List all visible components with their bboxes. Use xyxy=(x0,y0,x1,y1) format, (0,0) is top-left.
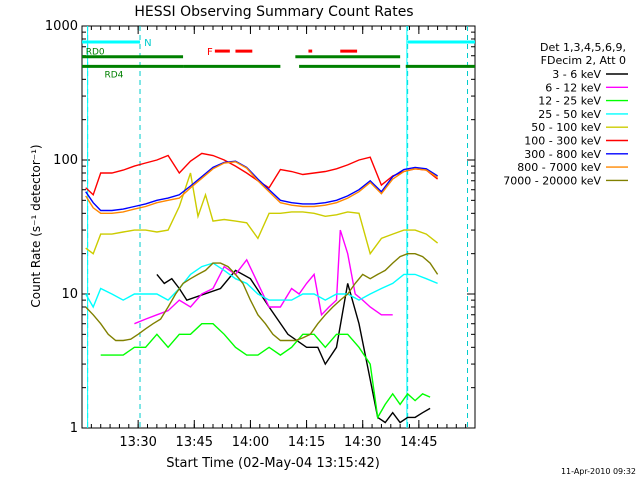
x-tick-label: 14:45 xyxy=(400,435,437,450)
legend-entry-label: 3 - 6 keV xyxy=(552,68,601,81)
y-tick-label: 100 xyxy=(53,153,78,168)
series-line xyxy=(100,323,431,420)
legend-entry-label: 800 - 7000 keV xyxy=(517,161,601,174)
series-line xyxy=(156,269,431,424)
y-tick-label: 1 xyxy=(70,421,78,436)
series-line xyxy=(134,229,393,325)
y-tick-label: 10 xyxy=(61,287,78,302)
plot-area: 1 10 100 1000 13:30 13:45 14:00 14:15 14:30 14:45… xyxy=(45,19,476,450)
legend: Det 1,3,4,5,6,9, FDecim 2, Att 0 3 - 6 k… xyxy=(503,41,628,187)
legend-entry-label: 50 - 100 keV xyxy=(531,121,601,134)
flare-marker-label: F xyxy=(207,47,213,58)
series-line xyxy=(85,172,439,256)
night-marker-label: N xyxy=(144,38,151,49)
series-line xyxy=(85,160,438,212)
legend-header-line-2: FDecim 2, Att 0 xyxy=(541,54,626,67)
legend-header-line-1: Det 1,3,4,5,6,9, xyxy=(540,41,626,54)
legend-entry-label: 100 - 300 keV xyxy=(524,135,601,148)
legend-entry-label: 7000 - 20000 keV xyxy=(503,174,601,187)
legend-entry-label: 6 - 12 keV xyxy=(545,81,601,94)
series-line xyxy=(85,262,438,309)
series-line xyxy=(85,161,438,215)
x-tick-label: 14:30 xyxy=(344,435,381,450)
plot-frame xyxy=(81,25,476,429)
x-tick-label: 14:00 xyxy=(232,435,269,450)
x-axis-label: Start Time (02-May-04 13:15:42) xyxy=(166,456,380,471)
legend-entry-label: 25 - 50 keV xyxy=(538,108,601,121)
legend-entry-label: 300 - 800 keV xyxy=(524,148,601,161)
rd0-marker-label: RD0 xyxy=(86,48,105,58)
x-tick-label: 13:45 xyxy=(176,435,213,450)
rd4-marker-label: RD4 xyxy=(104,70,123,80)
x-tick-label: 14:15 xyxy=(288,435,325,450)
y-axis-label: Count Rate (s⁻¹ detector⁻¹) xyxy=(29,144,43,307)
legend-entry-label: 12 - 25 keV xyxy=(538,95,601,108)
chart-title: HESSI Observing Summary Count Rates xyxy=(134,4,413,20)
x-tick-label: 13:30 xyxy=(119,435,156,450)
timestamp: 11-Apr-2010 09:32 xyxy=(561,467,636,476)
y-tick-label: 1000 xyxy=(45,19,78,34)
series-line xyxy=(85,252,439,342)
